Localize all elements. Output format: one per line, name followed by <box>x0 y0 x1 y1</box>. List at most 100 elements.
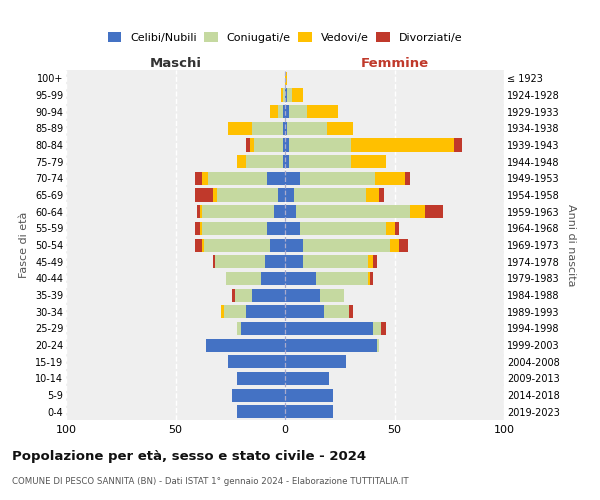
Bar <box>206 338 285 351</box>
Bar <box>302 238 390 252</box>
Bar <box>285 322 373 335</box>
Bar <box>213 188 217 202</box>
Bar <box>285 255 302 268</box>
Bar <box>285 72 287 85</box>
Bar <box>349 305 353 318</box>
Bar <box>320 288 344 302</box>
Bar <box>278 188 285 202</box>
Bar <box>326 122 353 135</box>
Bar <box>283 105 285 118</box>
Bar <box>285 138 289 151</box>
Bar <box>285 88 287 102</box>
Bar <box>287 122 326 135</box>
Bar <box>195 172 202 185</box>
Bar <box>350 155 386 168</box>
Bar <box>285 172 301 185</box>
Bar <box>250 138 254 151</box>
Bar <box>204 238 269 252</box>
Bar <box>283 88 285 102</box>
Bar <box>285 188 294 202</box>
Bar <box>252 288 285 302</box>
Bar <box>217 188 278 202</box>
Bar <box>395 222 399 235</box>
Bar <box>285 272 316 285</box>
Bar <box>285 355 346 368</box>
Bar <box>224 305 245 318</box>
Text: Maschi: Maschi <box>149 57 202 70</box>
Bar <box>195 222 200 235</box>
Bar <box>268 222 285 235</box>
Bar <box>208 172 268 185</box>
Bar <box>202 205 274 218</box>
Bar <box>285 105 289 118</box>
Bar <box>278 105 283 118</box>
Bar <box>252 122 283 135</box>
Bar <box>316 272 368 285</box>
Bar <box>296 205 410 218</box>
Bar <box>285 222 301 235</box>
Bar <box>197 205 200 218</box>
Bar <box>285 288 320 302</box>
Bar <box>265 255 285 268</box>
Bar <box>202 238 204 252</box>
Bar <box>200 222 202 235</box>
Bar <box>301 172 375 185</box>
Bar <box>200 205 202 218</box>
Bar <box>301 222 386 235</box>
Bar <box>285 238 302 252</box>
Bar <box>375 172 406 185</box>
Bar <box>386 222 395 235</box>
Y-axis label: Anni di nascita: Anni di nascita <box>566 204 577 286</box>
Bar <box>325 305 349 318</box>
Bar <box>285 372 329 385</box>
Bar <box>268 172 285 185</box>
Bar <box>285 338 377 351</box>
Bar <box>283 122 285 135</box>
Bar <box>228 122 252 135</box>
Bar <box>274 205 285 218</box>
Bar <box>294 188 366 202</box>
Legend: Celibi/Nubili, Coniugati/e, Vedovi/e, Divorziati/e: Celibi/Nubili, Coniugati/e, Vedovi/e, Di… <box>103 28 467 48</box>
Bar <box>285 388 333 402</box>
Bar <box>307 105 338 118</box>
Bar <box>382 322 386 335</box>
Y-axis label: Fasce di età: Fasce di età <box>19 212 29 278</box>
Bar <box>368 272 370 285</box>
Bar <box>410 205 425 218</box>
Bar <box>370 272 373 285</box>
Bar <box>237 155 245 168</box>
Bar <box>366 188 379 202</box>
Bar <box>285 305 325 318</box>
Bar <box>287 88 292 102</box>
Bar <box>232 288 235 302</box>
Bar <box>237 405 285 418</box>
Bar <box>302 255 368 268</box>
Bar <box>373 322 382 335</box>
Bar <box>406 172 410 185</box>
Bar <box>285 155 289 168</box>
Bar <box>399 238 407 252</box>
Bar <box>373 255 377 268</box>
Bar <box>292 88 302 102</box>
Bar <box>289 105 307 118</box>
Bar <box>232 388 285 402</box>
Bar <box>283 155 285 168</box>
Bar <box>245 155 283 168</box>
Bar <box>454 138 463 151</box>
Bar <box>221 305 224 318</box>
Bar <box>285 205 296 218</box>
Text: Popolazione per età, sesso e stato civile - 2024: Popolazione per età, sesso e stato civil… <box>12 450 366 463</box>
Bar <box>213 255 215 268</box>
Bar <box>202 222 268 235</box>
Bar <box>195 238 202 252</box>
Bar <box>228 355 285 368</box>
Bar <box>281 88 283 102</box>
Bar <box>368 255 373 268</box>
Bar <box>202 172 208 185</box>
Bar <box>390 238 399 252</box>
Bar <box>289 138 350 151</box>
Bar <box>235 288 252 302</box>
Bar <box>425 205 443 218</box>
Bar <box>269 238 285 252</box>
Bar <box>237 322 241 335</box>
